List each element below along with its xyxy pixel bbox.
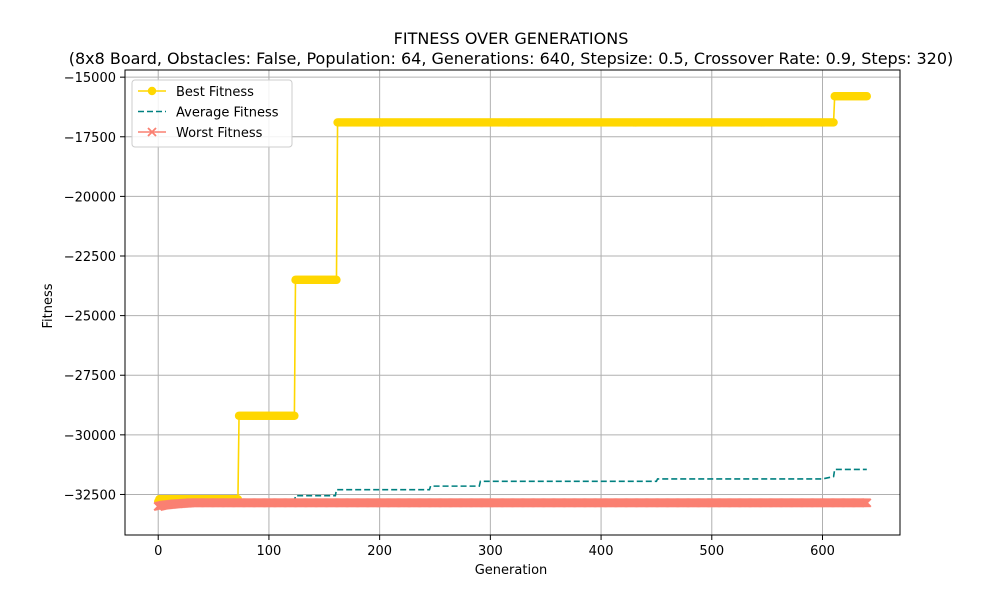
x-tick-label: 500 [699,544,724,559]
best-fitness-point [290,411,299,420]
x-tick-label: 600 [810,544,835,559]
y-tick-label: −22500 [64,250,116,265]
legend-label: Average Fitness [176,106,279,121]
x-tick-label: 300 [478,544,503,559]
chart-title: FITNESS OVER GENERATIONS [394,29,629,48]
best-fitness-line [157,95,867,502]
best-fitness-point [829,118,838,127]
series-layer [153,92,872,512]
legend: Best Fitness Average Fitness Worst Fitness [131,79,293,148]
y-axis-label: Fitness [41,283,56,328]
best-fitness-point [332,275,341,285]
worst-fitness-point [862,498,872,508]
legend-box [131,79,293,148]
legend-marker [147,86,157,96]
legend-item-average-fitness: Average Fitness [138,106,279,121]
x-axis-label: Generation [475,563,548,578]
worst-fitness-series [153,498,872,512]
best-fitness-series [154,92,871,506]
y-tick-label: −32500 [64,488,116,503]
plot-frame [124,69,901,536]
grid [125,70,900,535]
y-tick-label: −17500 [64,131,116,146]
legend-marker [147,127,157,137]
legend-label: Best Fitness [176,85,254,100]
y-tick-label: −27500 [64,369,116,384]
x-tick-label: 200 [367,544,392,559]
legend-item-worst-fitness: Worst Fitness [138,126,263,141]
y-tick-label: −25000 [64,310,116,325]
chart-subtitle: (8x8 Board, Obstacles: False, Population… [69,49,954,68]
y-tick-label: −30000 [64,429,116,444]
x-tick-label: 100 [257,544,282,559]
legend-item-best-fitness: Best Fitness [138,85,254,100]
x-tick-label: 400 [589,544,614,559]
best-fitness-point [862,92,871,101]
y-tick-label: −15000 [64,71,116,86]
x-tick-label: 0 [154,544,162,559]
ticks: 0 100 200 300 400 500 600 −32500 −30000 −27500 −25… [64,71,835,559]
legend-label: Worst Fitness [176,126,263,141]
y-tick-label: −20000 [64,190,116,205]
